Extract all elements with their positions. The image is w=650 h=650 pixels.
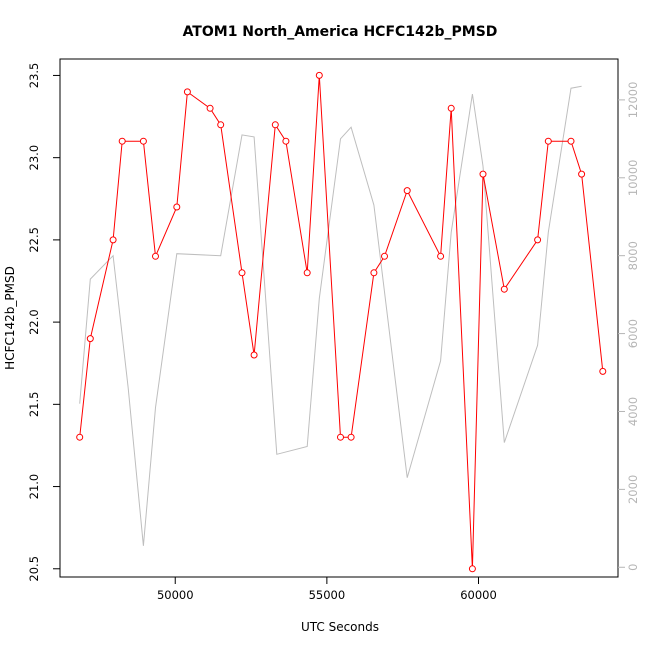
- data-point: [315, 71, 323, 79]
- data-point: [468, 565, 476, 573]
- data-point: [86, 335, 94, 343]
- y2-tick-label: 0: [626, 564, 640, 571]
- data-point: [76, 433, 84, 441]
- data-point: [370, 269, 378, 277]
- y2-tick-label: 8000: [626, 241, 640, 270]
- data-point: [250, 351, 258, 359]
- y2-tick-label: 6000: [626, 319, 640, 348]
- y-tick-label: 22.5: [27, 227, 41, 253]
- data-point: [534, 236, 542, 244]
- y-tick-label: 22.0: [27, 309, 41, 335]
- gray-line-series: [79, 85, 582, 546]
- data-point: [139, 137, 147, 145]
- y-axis-label: HCFC142b_PMSD: [3, 266, 17, 370]
- left-axis-series-layer: [76, 71, 607, 573]
- data-point: [567, 137, 575, 145]
- data-point: [118, 137, 126, 145]
- y2-tick-label: 12000: [626, 82, 640, 119]
- data-point: [183, 88, 191, 96]
- data-point: [447, 104, 455, 112]
- x-axis-label: UTC Seconds: [301, 620, 379, 634]
- right-axis-series-layer: [79, 85, 582, 546]
- data-point: [544, 137, 552, 145]
- data-point: [271, 121, 279, 129]
- y-tick-label: 23.0: [27, 145, 41, 171]
- data-point: [337, 433, 344, 441]
- data-point: [282, 137, 290, 145]
- data-point: [578, 170, 586, 178]
- data-point: [109, 236, 117, 244]
- y2-tick-label: 2000: [626, 475, 640, 504]
- y2-tick-label: 4000: [626, 397, 640, 426]
- data-point: [403, 187, 411, 195]
- x-tick-label: 50000: [157, 588, 194, 602]
- data-point: [347, 433, 355, 441]
- axes-layer: 50000 55000 6000020.521.021.522.022.523.02…: [27, 63, 640, 602]
- y2-tick-label: 10000: [626, 159, 640, 196]
- data-point: [173, 203, 181, 211]
- x-tick-label: 55000: [309, 588, 346, 602]
- plot-frame: [59, 58, 619, 578]
- y-tick-label: 23.5: [27, 63, 41, 89]
- red-line-series: [79, 75, 604, 569]
- data-point: [238, 269, 246, 277]
- data-point: [479, 170, 487, 178]
- data-point: [500, 285, 508, 293]
- y-tick-label: 21.5: [27, 392, 41, 418]
- data-point: [381, 252, 388, 260]
- data-point: [303, 269, 311, 277]
- data-point: [217, 121, 225, 129]
- data-point: [437, 252, 445, 260]
- data-point: [206, 104, 214, 112]
- data-point: [152, 252, 159, 260]
- y-tick-label: 20.5: [27, 556, 41, 582]
- data-point: [599, 367, 607, 375]
- x-tick-label: 60000: [460, 588, 497, 602]
- chart-title: ATOM1 North_America HCFC142b_PMSD: [183, 24, 498, 40]
- y-tick-label: 21.0: [27, 474, 41, 500]
